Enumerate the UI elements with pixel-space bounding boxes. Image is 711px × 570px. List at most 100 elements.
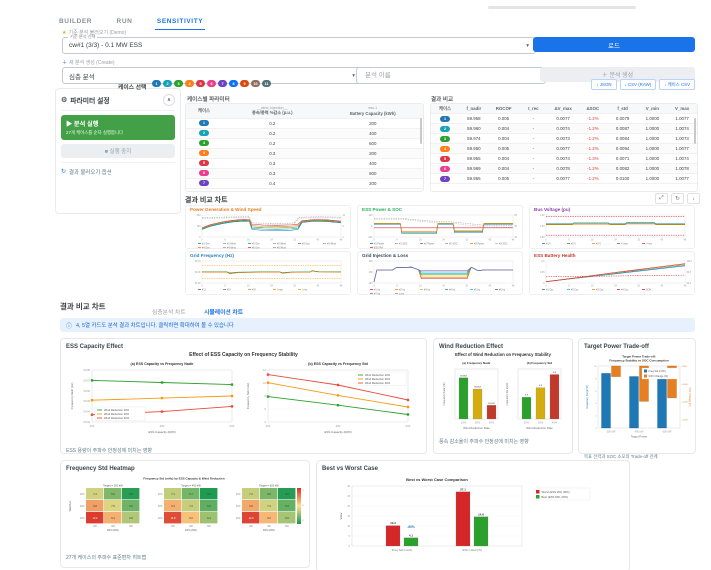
result-table-header: 케이스 f_nadir ROCOF t_rec ΔV_max ΔSOC f_std V_min… [431, 104, 697, 114]
svg-text:600: 600 [129, 526, 134, 528]
create-section-label-text: 새 분석 생성 (Create) [69, 60, 115, 66]
run-analysis-button[interactable]: ▶ 분석 실행 27개 케이스를 순차 실행합니다 [61, 115, 175, 140]
svg-text:50: 50 [515, 226, 518, 228]
case-select-label: 케이스 선택 [118, 85, 147, 91]
stop-analysis-button[interactable]: ■ 실행 중지 [61, 143, 175, 158]
create-analysis-button[interactable]: ＋ 분석 생성 [540, 67, 695, 82]
svg-text:400: 400 [189, 526, 194, 528]
result-value: 0.0094 [607, 143, 638, 154]
sidebar-title: 파라미터 설정 [70, 98, 110, 105]
result-table-row: 7 59.965 0.005-0.0077 -1.2% 0.0100 1.0000 1.00… [431, 173, 697, 184]
param-table-scrollbar[interactable] [420, 118, 422, 144]
mini-chart-grid_freq[interactable]: Grid Frequency (Hz) 59.90 60.00 60.10 0 8 16 24… [185, 251, 351, 295]
case-pill-2[interactable]: 2 [163, 80, 172, 87]
case-pill-8[interactable]: 8 [229, 80, 238, 87]
svg-text:-200: -200 [368, 237, 373, 239]
base-analysis-select[interactable]: 기준 분석 선택 cw#1 (3/3) - 0.1 MW ESS ▾ [62, 34, 536, 54]
best-vs-worst-chart[interactable]: Best vs Worst Case Comparison 0 5 10 15 20 25 3… [322, 474, 624, 563]
download-csv-raw-button[interactable]: ↓ CSV (RAW) [619, 79, 657, 90]
svg-text:14.6: 14.6 [478, 512, 484, 516]
svg-text:12.0: 12.0 [249, 517, 254, 520]
tab-run[interactable]: RUN [116, 18, 133, 25]
svg-text:30%: 30% [475, 421, 481, 425]
case-pill-3[interactable]: 3 [174, 80, 183, 87]
mini-chart-battery_health[interactable]: ESS Battery Health 0 0.25 0.5 99.0 99.5 100.0 0… [529, 251, 695, 295]
result-value: -1.2% [578, 133, 608, 144]
run-analysis-title: ▶ 분석 실행 [66, 121, 99, 128]
svg-text:6.8: 6.8 [129, 517, 133, 520]
svg-text:25: 25 [347, 495, 350, 498]
result-value: 0.0084 [607, 133, 638, 144]
frequency-std-heatmap-card[interactable]: Frequency Std Heatmap Frequency Std (mHz… [60, 460, 310, 568]
tab-deep-analysis[interactable]: 심층분석 차트 [152, 310, 186, 316]
load-button[interactable]: 로드 [533, 37, 695, 52]
svg-text:0: 0 [543, 283, 545, 285]
wind-reduction-effect-card[interactable]: Wind Reduction Effect Effect of Wind Red… [433, 338, 573, 454]
result-value: 0.0077 [548, 113, 578, 124]
svg-text:59.941: 59.941 [488, 403, 495, 405]
target-power-tradeoff-chart[interactable]: Target Power Trade-off: Frequency Stabili… [584, 352, 691, 451]
tab-sensitivity[interactable]: SENSITIVITY [154, 15, 206, 30]
case-pill-9[interactable]: 9 [240, 80, 249, 87]
svg-text:V min: V min [646, 242, 653, 245]
svg-text:f min: f min [302, 288, 308, 291]
result-col-1: f_nadir [459, 104, 489, 114]
mini-chart-bus_voltage[interactable]: Bus Voltage (pu) 0.98 1.00 1.02 0 8 16 24 32 40 48… [529, 205, 695, 249]
analysis-name-input[interactable] [363, 71, 539, 80]
case-pill-3: 3 [440, 135, 450, 142]
case-pill-6[interactable]: 6 [207, 80, 216, 87]
download-case-csv-button[interactable]: ↓ 케이스 CSV [659, 79, 695, 90]
expand-icon[interactable]: ⤢ [655, 193, 668, 204]
download-json-button[interactable]: ↓ JSON [591, 79, 617, 90]
mini-chart-grid_injection[interactable]: Grid Injection & Loss -100 150 400 0 8 16 24 32 4… [357, 251, 523, 295]
mini-chart-ess_soc[interactable]: ESS Power & SOC -200 0 200 20 50 80 0 8 16 24 32 40 4… [357, 205, 523, 249]
ess-capacity-effect-card[interactable]: ESS Capacity Effect Effect of ESS Capaci… [60, 338, 427, 454]
wind-reduction-effect-chart[interactable]: Effect of Wind Reduction on Frequency St… [439, 352, 567, 435]
svg-text:#1 SOC: #1 SOC [399, 242, 408, 245]
svg-text:59.98: 59.98 [84, 368, 91, 372]
case-pill-1[interactable]: 1 [152, 80, 161, 87]
param-table-title: 케이스별 파라미터 [187, 97, 230, 103]
wind-value: 0.2 [222, 118, 323, 129]
svg-text:-0.100: -0.100 [682, 402, 689, 404]
svg-text:#1 Inj: #1 Inj [374, 288, 380, 291]
result-value: 1.0000 [637, 163, 668, 174]
main-tab-bar: BUILDER RUN SENSITIVITY [57, 10, 221, 30]
result-value: 0.0073 [548, 133, 578, 144]
case-pill-10[interactable]: 10 [251, 80, 260, 87]
result-value: 0.0078 [548, 163, 578, 174]
analysis-name-field[interactable] [356, 67, 546, 84]
svg-text:Target = 400 kW: Target = 400 kW [181, 484, 201, 488]
download-icon[interactable]: ↓ [687, 193, 700, 204]
svg-text:9.6: 9.6 [249, 505, 253, 508]
svg-text:#3 Inj: #3 Inj [424, 288, 430, 291]
svg-text:400: 400 [369, 261, 374, 263]
case-pill-4[interactable]: 4 [185, 80, 194, 87]
param-table: 케이스 __wind_injection__ 풍속/풍력 %감소 (p.u.) … [185, 103, 424, 192]
load-results-option[interactable]: ↻ 결과 불러오기 옵션 [61, 168, 175, 176]
svg-text:7.1: 7.1 [171, 493, 175, 496]
collapse-button[interactable]: ∧ [163, 94, 175, 106]
svg-text:#2 Power: #2 Power [424, 242, 434, 245]
load-section-label-text: 기준 분석 불러오기 (Demo) [68, 30, 127, 36]
result-col-6: f_std [607, 104, 638, 114]
case-pill-11[interactable]: 11 [262, 80, 271, 87]
mini-chart-power_wind[interactable]: Power Generation & Wind Speed 0 150 300 4 8 12… [185, 205, 351, 249]
svg-text:#2 Wind: #2 Wind [277, 242, 286, 245]
svg-text:ESS Ref: ESS Ref [374, 246, 384, 249]
best-vs-worst-card[interactable]: Best vs Worst Case Best vs Worst Case Co… [316, 460, 630, 570]
case-pill-5[interactable]: 5 [196, 80, 205, 87]
chevron-down-icon: ▾ [526, 42, 529, 49]
result-table-row: 1 59.958 0.005-0.0077 -1.2% 0.0079 1.0000 1.00… [431, 113, 697, 124]
svg-text:#4 Inj: #4 Inj [449, 288, 455, 291]
result-table-scrollbar[interactable] [694, 118, 696, 144]
case-pill-7[interactable]: 7 [218, 80, 227, 87]
target-power-tradeoff-card[interactable]: Target Power Trade-off Target Power Trad… [578, 338, 696, 459]
tab-builder[interactable]: BUILDER [59, 18, 93, 25]
svg-text:48: 48 [512, 239, 515, 241]
svg-text:30%: 30% [80, 506, 85, 508]
frequency-std-heatmap-chart[interactable]: Frequency Std (mHz) by ESS Capacity & Wi… [66, 474, 306, 551]
mini-chart-title: Power Generation & Wind Speed [190, 207, 262, 212]
refresh-icon[interactable]: ↻ [671, 193, 684, 204]
ess-capacity-effect-chart[interactable]: Effect of ESS Capacity on Frequency Stab… [66, 352, 421, 444]
